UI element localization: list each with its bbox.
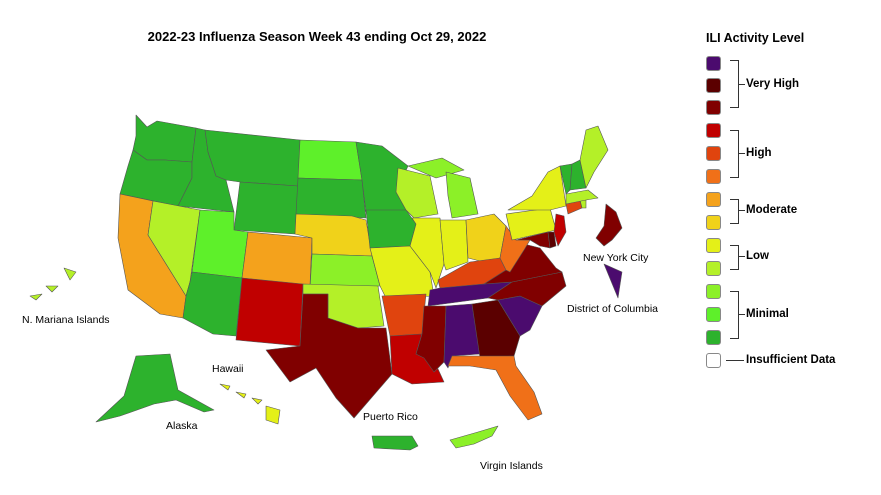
legend-tick-insufficient (726, 360, 744, 361)
state-MD[interactable] (515, 231, 551, 249)
legend-swatch-9 (706, 146, 721, 161)
state-SD[interactable] (295, 177, 367, 219)
legend-tick-low (738, 256, 745, 257)
region-PR[interactable] (371, 435, 419, 451)
legend-swatch-4 (706, 261, 721, 276)
label-hawaii: Hawaii (212, 363, 244, 375)
legend-swatch-2 (706, 307, 721, 322)
state-WV[interactable] (499, 225, 531, 273)
label-dc: District of Columbia (567, 303, 658, 315)
nyc-inset[interactable] (595, 203, 623, 247)
state-KS[interactable] (309, 253, 381, 289)
legend-label-high: High (746, 147, 772, 159)
state-WY[interactable] (233, 181, 299, 235)
legend-label-moderate: Moderate (746, 204, 798, 216)
state-IA[interactable] (365, 209, 417, 249)
legend-swatch-6 (706, 215, 721, 230)
state-IN[interactable] (439, 219, 469, 271)
region-HI[interactable] (265, 405, 281, 425)
state-OH[interactable] (465, 213, 507, 263)
legend-tick-very-high (738, 84, 745, 85)
state-NM[interactable] (235, 277, 304, 347)
state-AZ[interactable] (182, 271, 243, 337)
legend-tick-moderate (738, 210, 745, 211)
state-TX[interactable] (265, 293, 393, 419)
legend-label-very-high: Very High (746, 78, 800, 90)
state-AR[interactable] (381, 293, 427, 337)
region-MP[interactable] (29, 267, 77, 301)
legend-swatch-7 (706, 192, 721, 207)
label-alaska: Alaska (166, 420, 198, 432)
state-DE[interactable] (547, 231, 557, 249)
legend-swatch-11 (706, 100, 721, 115)
legend-swatch-12 (706, 78, 721, 93)
legend-bracket-high (730, 130, 739, 178)
legend-title: ILI Activity Level (706, 31, 805, 45)
legend-swatch-1 (706, 330, 721, 345)
legend-swatch-3 (706, 284, 721, 299)
label-new-york-city: New York City (583, 252, 649, 264)
legend: ILI Activity Level Very High High Modera… (700, 28, 870, 378)
state-ME[interactable] (579, 125, 609, 189)
legend-swatch-10 (706, 123, 721, 138)
region-AK[interactable] (95, 353, 215, 423)
legend-bracket-low (730, 245, 739, 270)
legend-swatch-13 (706, 56, 721, 71)
label-n-mariana: N. Mariana Islands (22, 314, 110, 326)
state-GA[interactable] (471, 299, 521, 359)
legend-bracket-minimal (730, 291, 739, 339)
legend-bracket-moderate (730, 199, 739, 224)
state-CO[interactable] (241, 231, 313, 287)
legend-swatch-insufficient (706, 353, 721, 368)
legend-tick-minimal (738, 314, 745, 315)
legend-swatch-8 (706, 169, 721, 184)
region-VI[interactable] (449, 425, 499, 449)
map-labels: N. Mariana Islands Hawaii Alaska Puerto … (22, 252, 658, 472)
legend-swatch-5 (706, 238, 721, 253)
state-NJ[interactable] (553, 213, 567, 247)
label-virgin-islands: Virgin Islands (480, 460, 543, 472)
legend-label-low: Low (746, 250, 769, 262)
state-FL[interactable] (447, 355, 543, 421)
legend-tick-high (738, 153, 745, 154)
state-ND[interactable] (297, 139, 363, 181)
state-MA[interactable] (565, 189, 599, 205)
region-HI-islands[interactable] (219, 383, 263, 405)
legend-label-minimal: Minimal (746, 308, 789, 320)
dc-inset[interactable] (603, 263, 623, 299)
state-MI[interactable] (445, 171, 479, 219)
legend-label-insufficient: Insufficient Data (746, 354, 836, 366)
state-NY[interactable] (507, 165, 567, 211)
state-MT[interactable] (204, 129, 301, 187)
map-title: 2022-23 Influenza Season Week 43 ending … (147, 29, 487, 44)
label-puerto-rico: Puerto Rico (363, 411, 418, 423)
state-WA[interactable] (132, 114, 197, 163)
